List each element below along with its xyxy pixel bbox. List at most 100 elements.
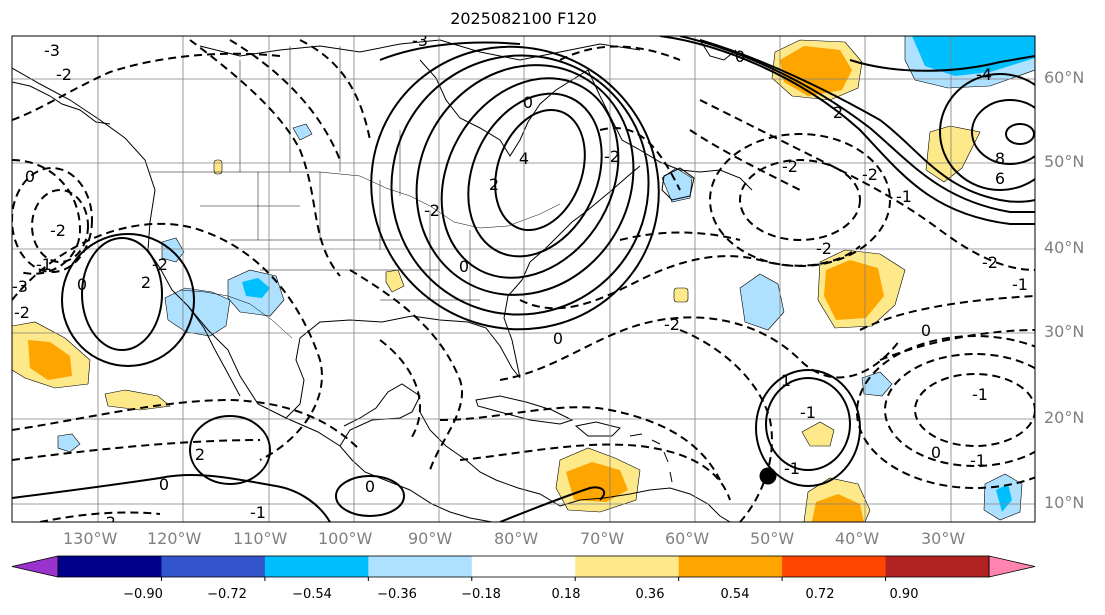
contour-dashed-27 (559, 45, 681, 61)
fill-orange-n55w (780, 46, 852, 96)
colorbar-segment (885, 556, 990, 577)
contour-label: -2 (816, 239, 832, 258)
fill-yellow-pacific-2 (104, 389, 171, 411)
longitude-label: 50°W (750, 529, 795, 548)
contour-dashed-19 (699, 99, 1035, 271)
longitude-label: 30°W (921, 529, 966, 548)
contour-label: -3 (44, 41, 60, 60)
contour-label: -4 (976, 65, 992, 84)
fill-yellow-64w35n (673, 287, 689, 303)
contour-high-nw-atlantic-2 (971, 99, 1035, 165)
fill-lightblue-canada (292, 123, 313, 141)
contour-dashed-9 (229, 39, 341, 161)
contour-label: -1 (784, 459, 800, 478)
longitude-label: 110°W (233, 529, 288, 548)
fill-lightblue-52w33n (739, 273, 785, 331)
coastline-cuba (475, 395, 574, 425)
contour-label: -1 (800, 403, 816, 422)
contour-label: 2 (141, 273, 151, 292)
latitude-label: 10°N (1044, 493, 1085, 512)
contour-high-great-lakes-4 (415, 64, 635, 296)
contour-label: -1 (896, 187, 912, 206)
contour-label: -1 (250, 503, 266, 522)
contour-label: 0 (25, 167, 35, 186)
colorbar-tick-label: −0.72 (207, 587, 247, 602)
coastline-arctic (199, 39, 641, 61)
contour-label: 0 (931, 443, 941, 462)
contour-dashed-26 (679, 329, 773, 522)
contour-bottom-left (12, 474, 331, 522)
contour-label: -2 (14, 303, 30, 322)
contour-label: -3 (12, 277, 28, 296)
fill-yellow-40w50n (925, 125, 981, 183)
colorbar-segment (782, 556, 887, 577)
latitude-label: 50°N (1044, 152, 1085, 171)
contour-jet-3 (659, 36, 1035, 225)
contour-label: 2 (489, 175, 499, 194)
contour-label: -2 (152, 255, 168, 274)
contour-pacific-high-1 (81, 237, 163, 351)
coastline-gulf-mexico (285, 279, 523, 419)
storm-center-marker (759, 467, 777, 485)
colorbar-tick-label: −0.18 (461, 587, 501, 602)
coastline-hudson-bay (419, 59, 589, 157)
coastline-newfoundland (661, 167, 695, 201)
contour-jet-4 (849, 55, 1035, 72)
contour-high-great-lakes-3 (440, 77, 620, 279)
colorbar-tick-label: 0.36 (635, 587, 665, 602)
fill-yellow-48w18n (801, 421, 835, 447)
contour-label: -3 (412, 31, 428, 50)
contour-label: -2 (604, 147, 620, 166)
contour-label: 2 (833, 103, 843, 122)
longitude-label: 90°W (408, 529, 453, 548)
coastline-central-america (419, 411, 561, 507)
dashed-contours (12, 39, 1035, 522)
contour-pacific-low-1 (189, 415, 271, 485)
longitude-label: 120°W (147, 529, 202, 548)
contour-label: 8 (995, 149, 1005, 168)
contour-dashed-3 (12, 167, 93, 273)
latitude-label: 30°N (1044, 322, 1085, 341)
solid-contours (12, 36, 1035, 522)
contour-labels: -3 -2 0 -2 -1 2 -3 -2 0 -2 0 2 -1 -2 -3 … (12, 31, 1028, 532)
contour-dashed-8 (189, 39, 341, 277)
colorbar-tick-label: 0.90 (889, 587, 919, 602)
fill-orange-45w35n (824, 260, 884, 320)
contour-label: -1 (970, 451, 986, 470)
longitude-label: 100°W (318, 529, 373, 548)
contour-label: 1 (781, 371, 791, 390)
colorbar-segment (368, 556, 473, 577)
fill-cyan-30w10n (996, 484, 1012, 512)
contour-caribbean (499, 486, 606, 522)
fill-orange-caribbean (566, 462, 628, 502)
colorbar-segment (264, 556, 369, 577)
contour-label: -2 (100, 513, 116, 532)
border-us-states-2 (200, 205, 480, 301)
contour-label: 0 (365, 477, 375, 496)
contour-high-nw-atlantic-3 (939, 73, 1035, 191)
fill-orange-45w10n (812, 494, 864, 522)
coastline-us-east (521, 165, 641, 281)
contour-atlantic-high-1 (765, 377, 851, 471)
longitude-label: 40°W (835, 529, 880, 548)
political-borders (150, 46, 561, 339)
coastline-south-america (559, 487, 731, 522)
contour-dashed-25 (879, 329, 1035, 361)
contour-dashed-5 (12, 222, 323, 461)
latitude-label: 60°N (1044, 68, 1085, 87)
coastline-pacific (12, 67, 493, 522)
coastline-greenland (699, 39, 737, 61)
colorbar-tick-label: 0.18 (551, 587, 581, 602)
contour-dashed-10 (299, 39, 371, 141)
contour-dashed-2 (12, 159, 82, 275)
contour-dashed-11 (349, 269, 463, 471)
contour-pacific-low-2 (335, 475, 405, 517)
contour-high-great-lakes-5 (390, 54, 650, 316)
contour-label: -2 (50, 221, 66, 240)
colorbar-tick-label: −0.54 (292, 587, 332, 602)
coastline-alaska-islands (12, 81, 111, 125)
longitude-label: 60°W (665, 529, 710, 548)
latitude-label: 20°N (1044, 408, 1085, 427)
colorbar-segment (161, 556, 266, 577)
